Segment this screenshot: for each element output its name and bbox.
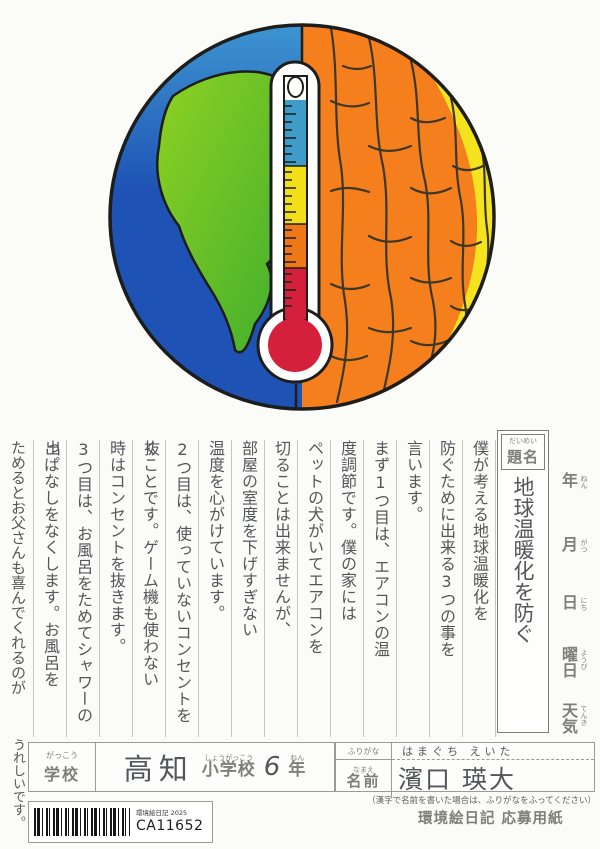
school-label: 学校 [43,764,80,784]
essay-column-margin: ためるとお父さんも喜んでくれるのが [9,440,27,695]
manuscript-columns: 僕が考える地球温暖化を 防ぐために出来る3つの事を 言います。 まず1つ目は、エ… [33,440,496,737]
date-field-weekday: 曜日 ようび [559,646,588,678]
barcode-image [34,808,130,836]
mercury-yellow [284,166,307,224]
earth-thermometer-svg [108,23,496,411]
essay-column: 切ることは出来ませんが、 [264,440,297,737]
essay-column: 2つ目は、使っていないコンセントを抜 [141,440,198,737]
grade-suffix-chip: ねん 年 [288,754,307,780]
school-name-field: 高知 しょうがっこう 小学校 6 ねん 年 [96,742,335,792]
mercury-blue [284,100,307,166]
date-field-month: 月 がつ [559,536,588,553]
date-field-weather: 天気 てんき [559,702,588,734]
furigana-label: ふりがな [336,743,392,760]
name-label-box: なまえ 名前 [336,760,392,796]
barcode-box: 環境絵日記 2025 CA11652 [28,801,213,843]
essay-column: くことです。ゲーム機も使わない [132,440,165,737]
essay-column: 部屋の室度を下げすぎない [231,440,264,737]
crack-lines [329,26,490,404]
barcode-code: CA11652 [136,817,204,834]
thermometer-glass-top [287,76,304,98]
form-title: 環境絵日記 応募用紙 [418,811,564,827]
barcode-text: 環境絵日記 2025 CA11652 [136,809,204,834]
thermometer-ticks [284,105,296,307]
thermometer-bulb [268,318,322,372]
essay-column: 度調節です。僕の家には [330,440,363,737]
essay-overflow: うれしいです。 [10,738,25,829]
school-label-furigana: がっこう [46,750,78,760]
essay-area: だいめい 題名 地球温暖化を防ぐ 年 ねん 月 がつ 日 にち 曜日 ようび 天… [0,428,600,743]
essay-column: 温度を心がけています。 [198,440,231,737]
essay-column: 防ぐために出来る3つの事を [429,440,462,737]
mercury-orange [284,224,307,268]
earth-outline [108,23,496,411]
earth-thermometer-drawing [103,6,498,420]
name-box: ふりがな はまぐち えいた なまえ 名前 濱口 瑛大 [335,742,595,796]
essay-column: 言います。 [396,440,429,737]
thermometer [256,60,334,384]
barcode-label: 環境絵日記 2025 [136,809,188,818]
earth-right-hot [302,25,494,409]
furigana-written: はまぐち えいた [392,743,594,760]
essay-column: 僕が考える地球温暖化を [462,440,495,737]
essay-column: まず1つ目は、エアコンの温 [363,440,396,737]
date-field-year: 年 ねん [559,472,588,489]
school-name-written: 高知 [123,752,194,786]
title-value: 地球温暖化を防ぐ [511,476,535,644]
school-row: がっこう 学校 高知 しょうがっこう 小学校 6 ねん 年 [28,742,335,792]
essay-column: 3つ目は、お風呂をためてシャワーの出 [42,440,99,737]
school-label-box: がっこう 学校 [28,742,96,792]
mercury-red [284,268,307,320]
grade-written: 6 [263,752,281,782]
essay-column: っぱなしをなくします。お風呂を [33,440,66,737]
title-label-chip: だいめい 題名 [501,434,545,470]
essay-column: 時はコンセントを抜きます。 [99,440,132,737]
date-field-day: 日 にち [559,594,588,611]
title-label: 題名 [506,448,539,466]
name-written: 濱口 瑛大 [398,765,516,794]
essay-column: ペットの犬がいてエアコンを [297,440,330,737]
school-type-chip: しょうがっこう 小学校 [201,754,256,780]
name-label: 名前 [346,772,381,790]
title-box: だいめい 題名 地球温暖化を防ぐ [497,430,549,733]
title-label-furigana: だいめい [509,437,537,445]
furigana-note: （漢字で名前を書いた場合は、ふりがなをふってください） [367,796,596,806]
